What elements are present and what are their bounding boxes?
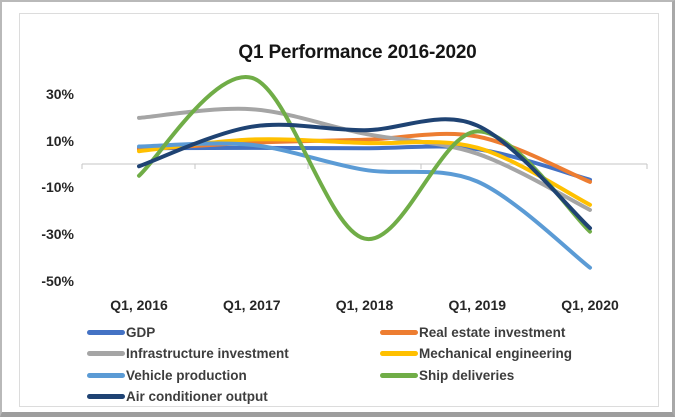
x-category-label: Q1, 2016 (110, 297, 168, 313)
legend-label: GDP (126, 324, 156, 340)
legend-swatch-mechanical-engineering (380, 351, 418, 356)
x-category-label: Q1, 2017 (222, 297, 281, 313)
legend-swatch-real-estate-investment (380, 329, 418, 335)
series-line-infrastructure-investment (137, 106, 592, 212)
chart-canvas: Q1 Performance 2016-2020 (19, 13, 659, 407)
legend-item-vehicle-production: Vehicle production (87, 367, 247, 383)
y-tick-label: -30% (41, 225, 74, 242)
y-tick-label: 30% (45, 86, 74, 103)
legend-swatch-ship-deliveries (380, 372, 418, 378)
y-tick-label: 10% (45, 132, 74, 149)
legend-label: Real estate investment (419, 324, 566, 340)
series-line-gdp (137, 144, 592, 182)
legend-item-infrastructure-investment: Infrastructure investment (87, 346, 289, 362)
chart-title: Q1 Performance 2016-2020 (238, 42, 477, 63)
legend-item-mechanical-engineering: Mechanical engineering (380, 346, 572, 362)
legend-item-real-estate-investment: Real estate investment (380, 324, 565, 340)
legend-swatch-gdp (87, 329, 125, 335)
legend-item-ship-deliveries: Ship deliveries (380, 367, 514, 383)
y-tick-label: -10% (41, 179, 74, 196)
legend-swatch-infrastructure-investment (87, 351, 125, 356)
legend-label: Mechanical engineering (419, 346, 573, 361)
legend-label: Vehicle production (126, 367, 247, 383)
x-category-label: Q1, 2020 (561, 297, 619, 313)
legend-item-gdp: GDP (87, 324, 155, 340)
x-category-label: Q1, 2019 (448, 297, 507, 313)
legend-label: Ship deliveries (419, 367, 515, 383)
legend-swatch-air-conditioner-output (87, 394, 125, 399)
legend-item-air-conditioner-output: Air conditioner output (87, 389, 268, 405)
series-line-vehicle-production (137, 141, 592, 270)
y-tick-label: -50% (41, 272, 74, 289)
legend-label: Air conditioner output (126, 389, 268, 404)
series-line-air-conditioner-output (137, 117, 592, 231)
legend-label: Infrastructure investment (126, 346, 289, 361)
x-category-label: Q1, 2018 (335, 297, 394, 313)
legend-swatch-vehicle-production (87, 372, 125, 378)
